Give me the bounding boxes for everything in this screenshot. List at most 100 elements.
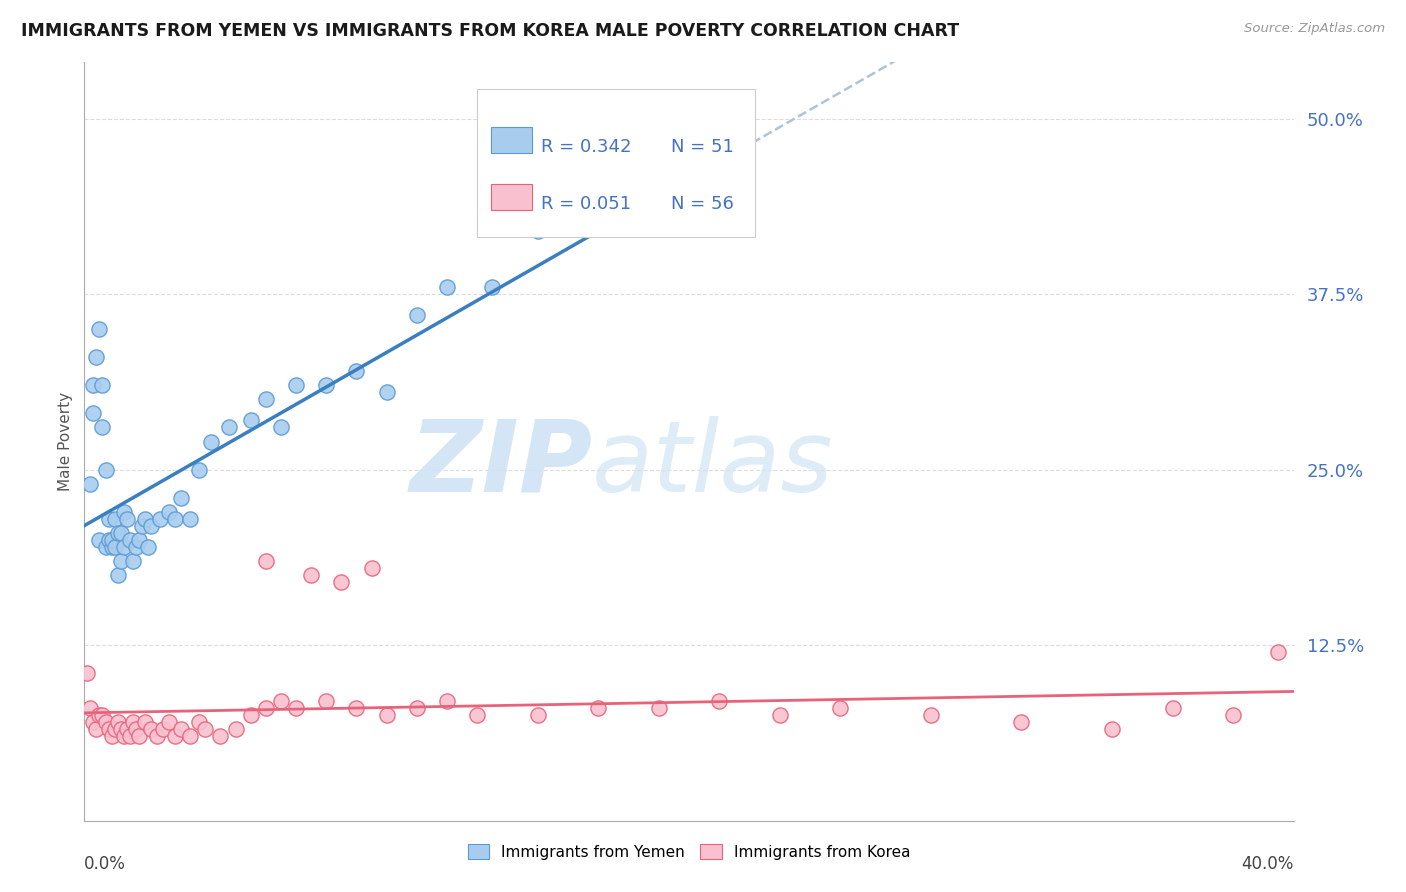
Point — [91, 420, 114, 434]
Point — [346, 701, 368, 715]
Point — [100, 533, 122, 547]
Point — [107, 715, 129, 730]
Point — [285, 701, 308, 715]
Point — [121, 554, 143, 568]
Point — [375, 708, 398, 723]
Text: IMMIGRANTS FROM YEMEN VS IMMIGRANTS FROM KOREA MALE POVERTY CORRELATION CHART: IMMIGRANTS FROM YEMEN VS IMMIGRANTS FROM… — [21, 22, 959, 40]
Point — [769, 708, 792, 723]
Point — [82, 407, 104, 421]
Point — [239, 413, 262, 427]
Y-axis label: Male Poverty: Male Poverty — [58, 392, 73, 491]
Point — [330, 574, 353, 589]
FancyBboxPatch shape — [478, 89, 755, 237]
Point — [188, 462, 211, 476]
Point — [131, 518, 153, 533]
Text: N = 56: N = 56 — [671, 195, 734, 213]
Point — [1267, 645, 1289, 659]
Point — [134, 512, 156, 526]
Point — [588, 701, 610, 715]
Point — [110, 525, 132, 540]
Text: 40.0%: 40.0% — [1241, 855, 1294, 872]
FancyBboxPatch shape — [491, 184, 531, 210]
Point — [115, 512, 138, 526]
Point — [270, 694, 292, 708]
Point — [112, 540, 135, 554]
Point — [406, 701, 429, 715]
Point — [107, 568, 129, 582]
Point — [91, 708, 114, 723]
Point — [91, 378, 114, 392]
Point — [110, 554, 132, 568]
Point — [188, 715, 211, 730]
Text: 0.0%: 0.0% — [84, 855, 127, 872]
Point — [1011, 715, 1033, 730]
Point — [527, 708, 550, 723]
Text: N = 51: N = 51 — [671, 138, 734, 156]
Point — [110, 723, 132, 737]
Point — [89, 708, 111, 723]
Point — [254, 701, 277, 715]
Text: ZIP: ZIP — [409, 416, 592, 513]
Point — [115, 723, 138, 737]
Point — [100, 730, 122, 744]
Point — [225, 723, 247, 737]
Text: R = 0.342: R = 0.342 — [541, 138, 631, 156]
Point — [157, 505, 180, 519]
Point — [82, 378, 104, 392]
Point — [118, 533, 141, 547]
Point — [112, 505, 135, 519]
Text: atlas: atlas — [592, 416, 834, 513]
Point — [209, 730, 232, 744]
Point — [125, 540, 148, 554]
Point — [346, 364, 368, 378]
Point — [82, 715, 104, 730]
Point — [170, 491, 193, 505]
Point — [467, 708, 489, 723]
Point — [165, 512, 187, 526]
Point — [146, 730, 169, 744]
Point — [360, 561, 382, 575]
Point — [136, 540, 159, 554]
Point — [94, 540, 117, 554]
Point — [179, 730, 201, 744]
Point — [588, 210, 610, 224]
Point — [165, 730, 187, 744]
Point — [1161, 701, 1184, 715]
Point — [128, 533, 150, 547]
Point — [104, 540, 127, 554]
Point — [648, 701, 671, 715]
Point — [315, 378, 337, 392]
Point — [149, 512, 172, 526]
Point — [527, 224, 550, 238]
Point — [128, 730, 150, 744]
Point — [170, 723, 193, 737]
Point — [89, 533, 111, 547]
Point — [104, 723, 127, 737]
Point — [94, 462, 117, 476]
Point — [218, 420, 240, 434]
Point — [97, 723, 120, 737]
Point — [194, 723, 217, 737]
Point — [270, 420, 292, 434]
Point — [254, 392, 277, 407]
Point — [94, 715, 117, 730]
Point — [97, 512, 120, 526]
Text: Source: ZipAtlas.com: Source: ZipAtlas.com — [1244, 22, 1385, 36]
Point — [79, 701, 101, 715]
Point — [107, 525, 129, 540]
Point — [436, 694, 458, 708]
Point — [118, 730, 141, 744]
Point — [315, 694, 337, 708]
Legend: Immigrants from Yemen, Immigrants from Korea: Immigrants from Yemen, Immigrants from K… — [461, 838, 917, 866]
Point — [152, 723, 174, 737]
Point — [436, 280, 458, 294]
FancyBboxPatch shape — [491, 127, 531, 153]
Point — [157, 715, 180, 730]
Point — [709, 694, 731, 708]
Point — [139, 518, 162, 533]
Point — [125, 723, 148, 737]
Point — [285, 378, 308, 392]
Point — [179, 512, 201, 526]
Text: R = 0.051: R = 0.051 — [541, 195, 631, 213]
Point — [112, 730, 135, 744]
